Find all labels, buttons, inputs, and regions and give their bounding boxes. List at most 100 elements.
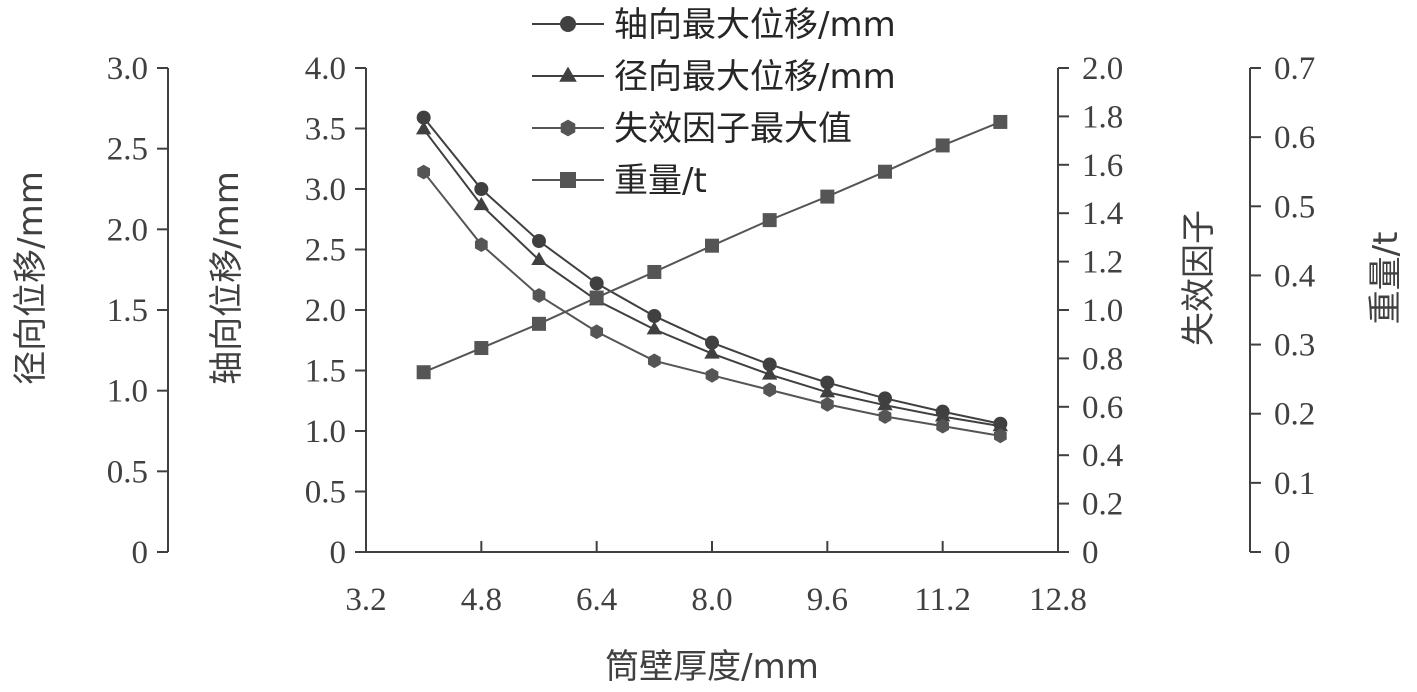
radial-axis-title: 径向位移/mm xyxy=(11,171,51,385)
legend-marker xyxy=(560,119,576,137)
data-point-radial xyxy=(819,384,836,398)
radial-tick-label: 0 xyxy=(132,535,149,571)
failure-tick-label: 0.4 xyxy=(1082,438,1123,474)
axial-tick-label: 2.5 xyxy=(305,233,346,269)
data-point-failure xyxy=(820,397,834,412)
weight-tick-label: 0.5 xyxy=(1274,189,1315,225)
radial-tick-label: 0.5 xyxy=(107,454,148,490)
series-failure xyxy=(417,164,1007,444)
failure-tick-label: 0.8 xyxy=(1082,341,1123,377)
weight-tick-label: 0.1 xyxy=(1274,466,1315,502)
failure-axis-title: 失效因子 xyxy=(1179,210,1219,346)
data-point-radial xyxy=(415,121,432,135)
data-point-failure xyxy=(417,164,431,180)
x-tick-label: 11.2 xyxy=(914,582,971,618)
failure-tick-label: 0.6 xyxy=(1082,390,1123,426)
data-point-weight xyxy=(820,189,835,204)
legend-marker xyxy=(560,16,576,32)
data-point-axial xyxy=(474,182,489,196)
x-tick-label: 12.8 xyxy=(1029,582,1087,618)
data-point-weight xyxy=(647,264,662,279)
series-axial xyxy=(416,110,1008,431)
data-point-failure xyxy=(532,288,546,303)
legend-entry-weight: 重量/t xyxy=(532,161,707,201)
legend-entry-radial: 径向最大位移/mm xyxy=(532,57,896,97)
data-point-radial xyxy=(531,251,547,266)
data-point-weight xyxy=(935,138,950,153)
data-point-failure xyxy=(763,382,777,398)
legend-label: 轴向最大位移/mm xyxy=(614,5,896,45)
data-point-radial xyxy=(646,321,663,335)
axes-layer: 3.2 4.8 6.4 8.0 9.6 11.2 12.8 0 0.5 1.0 1.5 2.0 2.5 3… xyxy=(107,51,1316,618)
failure-tick-label: 1.6 xyxy=(1082,148,1123,184)
axial-tick-label: 1.0 xyxy=(305,414,346,450)
legend-entry-axial: 轴向最大位移/mm xyxy=(532,5,896,45)
data-point-radial xyxy=(934,408,951,422)
data-point-failure xyxy=(993,428,1007,444)
data-point-radial xyxy=(704,345,720,359)
failure-tick-label: 1.4 xyxy=(1082,196,1123,232)
data-point-failure xyxy=(647,353,661,369)
data-point-axial xyxy=(647,309,662,324)
weight-tick-label: 0.6 xyxy=(1274,120,1315,156)
failure-tick-label: 0.2 xyxy=(1082,487,1123,523)
radial-tick-label: 1.0 xyxy=(107,374,148,410)
data-point-axial xyxy=(589,276,604,291)
x-tick-label: 8.0 xyxy=(691,582,732,618)
weight-tick-label: 0.2 xyxy=(1274,397,1315,433)
data-point-weight xyxy=(532,316,546,331)
data-point-failure xyxy=(878,409,892,424)
axial-tick-label: 0.5 xyxy=(305,475,346,511)
legend-label: 重量/t xyxy=(614,161,707,201)
data-point-failure xyxy=(936,418,950,434)
weight-tick-label: 0.3 xyxy=(1274,328,1315,364)
data-point-failure xyxy=(474,237,488,253)
legend-marker xyxy=(560,172,576,188)
failure-tick-label: 0 xyxy=(1082,535,1099,571)
legend-label: 失效因子最大值 xyxy=(614,109,852,149)
axial-tick-label: 0 xyxy=(330,535,347,571)
axial-tick-label: 1.5 xyxy=(305,354,346,390)
legend-marker xyxy=(559,66,577,82)
data-point-weight xyxy=(878,164,892,179)
weight-tick-label: 0 xyxy=(1274,535,1291,571)
data-point-radial xyxy=(992,417,1009,432)
series-line-failure xyxy=(422,171,1001,437)
data-point-radial xyxy=(473,196,490,211)
data-point-axial xyxy=(762,357,777,372)
x-tick-label: 4.8 xyxy=(461,582,502,618)
data-point-axial xyxy=(532,234,546,249)
weight-tick-label: 0.7 xyxy=(1274,51,1315,87)
data-point-weight xyxy=(416,365,431,380)
series-weight xyxy=(416,114,1008,380)
legend-label: 径向最大位移/mm xyxy=(614,57,896,97)
x-axis-title: 筒壁厚度/mm xyxy=(605,647,819,687)
x-tick-label: 9.6 xyxy=(807,582,848,618)
weight-tick-label: 0.4 xyxy=(1274,258,1315,294)
axial-axis-title: 轴向位移/mm xyxy=(207,171,247,385)
legend-entry-failure: 失效因子最大值 xyxy=(532,109,852,149)
data-point-weight xyxy=(762,213,777,228)
data-point-failure xyxy=(705,367,719,383)
radial-tick-label: 2.0 xyxy=(107,212,148,248)
x-tick-label: 6.4 xyxy=(576,582,617,618)
data-point-radial xyxy=(877,396,893,411)
data-point-radial xyxy=(761,366,778,380)
axial-tick-label: 2.0 xyxy=(305,293,346,329)
weight-axis-title: 重量/t xyxy=(1366,232,1406,325)
data-point-weight xyxy=(589,290,604,305)
data-point-axial xyxy=(705,335,719,350)
axial-tick-label: 3.0 xyxy=(305,172,346,208)
data-point-weight xyxy=(705,238,719,253)
radial-tick-label: 2.5 xyxy=(107,132,148,168)
data-point-axial xyxy=(820,375,835,390)
radial-tick-label: 1.5 xyxy=(107,293,148,329)
data-point-weight xyxy=(993,114,1008,129)
data-point-axial xyxy=(416,110,431,125)
data-point-weight xyxy=(474,341,489,356)
failure-tick-label: 1.2 xyxy=(1082,245,1123,281)
axial-tick-label: 3.5 xyxy=(305,112,346,148)
data-point-failure xyxy=(590,324,604,340)
